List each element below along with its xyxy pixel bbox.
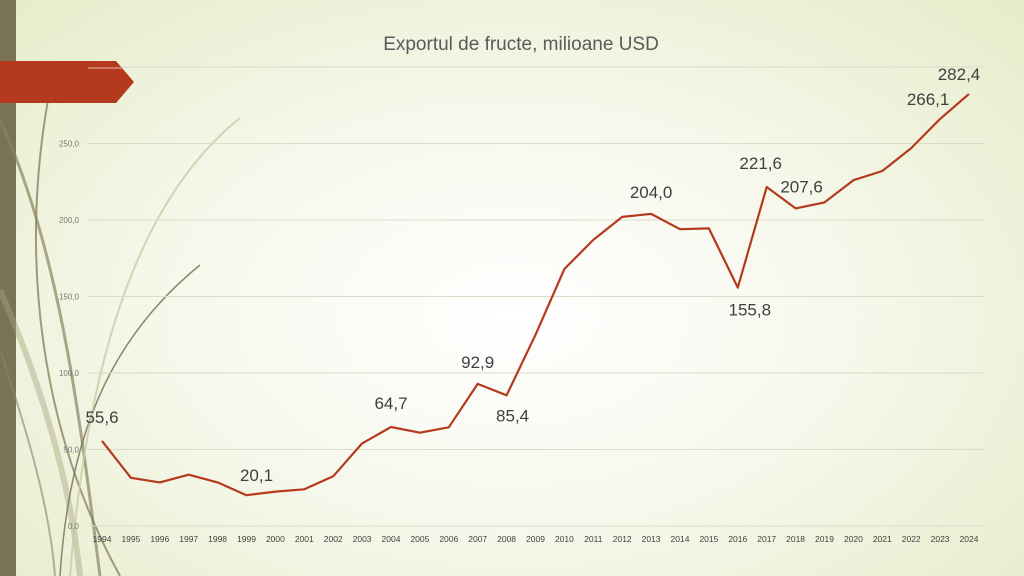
y-axis-ticks: 0,0 50,0 100,0 150,0 200,0 250,0 300,0 xyxy=(59,63,80,531)
x-tick-label: 2019 xyxy=(815,534,834,544)
x-tick-label: 2009 xyxy=(526,534,545,544)
data-label: 55,6 xyxy=(85,408,118,427)
data-label: 207,6 xyxy=(780,177,823,196)
y-tick-label: 100,0 xyxy=(59,369,80,378)
x-tick-label: 2024 xyxy=(960,534,979,544)
x-axis-ticks: 1994 1995 1996 1997 1998 1999 2000 2001 2002 2003… xyxy=(93,534,979,544)
x-tick-label: 2023 xyxy=(931,534,950,544)
data-labels: 55,6 20,1 64,7 92,9 85,4 204,0 155,8 221,6 207,6… xyxy=(85,65,980,485)
x-tick-label: 2010 xyxy=(555,534,574,544)
x-tick-label: 2022 xyxy=(902,534,921,544)
x-tick-label: 2007 xyxy=(468,534,487,544)
data-label: 92,9 xyxy=(461,353,494,372)
x-tick-label: 2011 xyxy=(584,534,603,544)
y-tick-label: 300,0 xyxy=(59,63,80,72)
x-tick-label: 1998 xyxy=(208,534,227,544)
data-label: 155,8 xyxy=(729,301,772,320)
data-label: 20,1 xyxy=(240,466,273,485)
x-tick-label: 2001 xyxy=(295,534,314,544)
x-tick-label: 2015 xyxy=(699,534,718,544)
x-tick-label: 2012 xyxy=(613,534,632,544)
chart-title: Exportul de fructe, milioane USD xyxy=(383,34,659,55)
data-label: 64,7 xyxy=(374,394,407,413)
x-tick-label: 2000 xyxy=(266,534,285,544)
x-tick-label: 2003 xyxy=(353,534,372,544)
x-tick-label: 2004 xyxy=(382,534,401,544)
x-tick-label: 2013 xyxy=(642,534,661,544)
data-label: 204,0 xyxy=(630,183,673,202)
x-tick-label: 1996 xyxy=(150,534,169,544)
x-tick-label: 1999 xyxy=(237,534,256,544)
y-tick-label: 0,0 xyxy=(68,522,80,531)
y-tick-label: 50,0 xyxy=(63,446,79,455)
x-tick-label: 2017 xyxy=(757,534,776,544)
x-tick-label: 2021 xyxy=(873,534,892,544)
x-tick-label: 2018 xyxy=(786,534,805,544)
x-tick-label: 1997 xyxy=(179,534,198,544)
data-label: 85,4 xyxy=(496,406,529,425)
x-tick-label: 2008 xyxy=(497,534,516,544)
y-tick-label: 150,0 xyxy=(59,293,80,302)
x-tick-label: 2006 xyxy=(439,534,458,544)
x-tick-label: 2016 xyxy=(728,534,747,544)
data-label: 266,1 xyxy=(907,90,950,109)
grid-lines xyxy=(88,66,985,527)
x-tick-label: 1995 xyxy=(121,534,140,544)
x-tick-label: 2002 xyxy=(324,534,343,544)
x-tick-label: 2005 xyxy=(410,534,429,544)
x-tick-label: 1994 xyxy=(93,534,112,544)
y-tick-label: 250,0 xyxy=(59,140,80,149)
y-tick-label: 200,0 xyxy=(59,216,80,225)
export-series-line xyxy=(101,93,970,497)
x-tick-label: 2020 xyxy=(844,534,863,544)
x-tick-label: 2014 xyxy=(671,534,690,544)
data-label: 221,6 xyxy=(739,154,782,173)
data-label: 282,4 xyxy=(938,65,981,84)
